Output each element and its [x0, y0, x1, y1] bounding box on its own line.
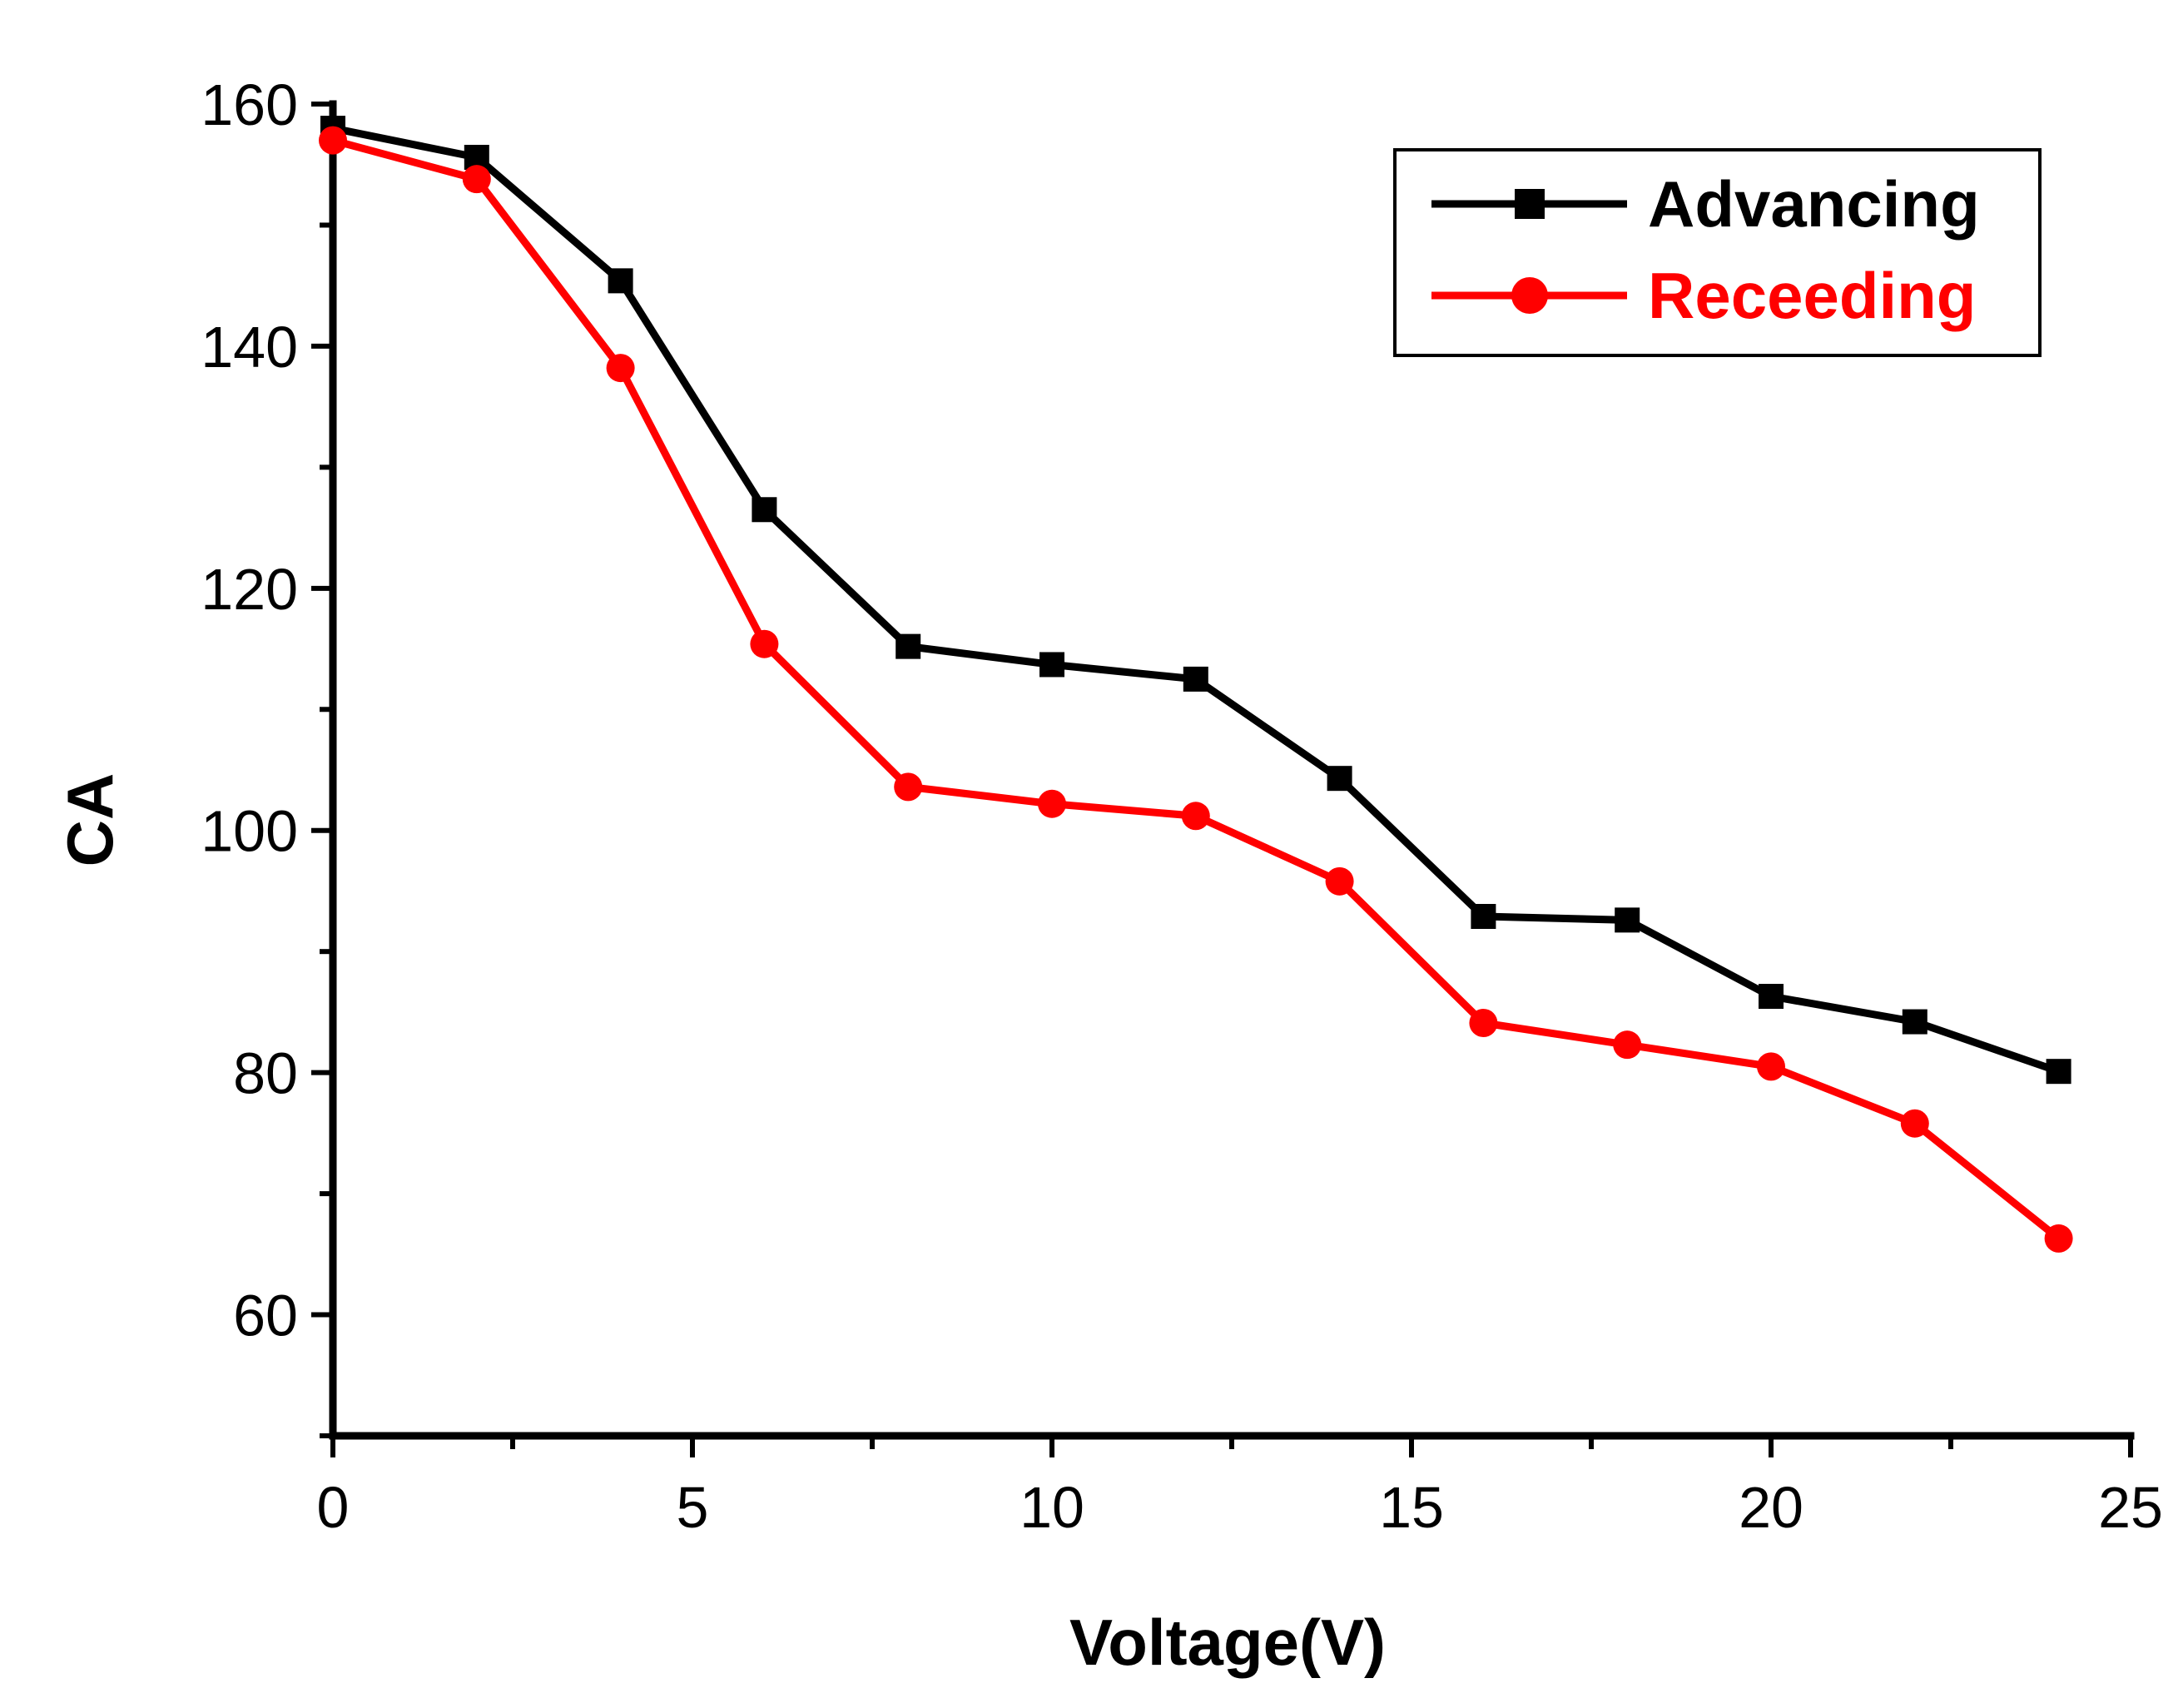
legend-marker-receeding — [1511, 277, 1548, 314]
legend-label-advancing: Advancing — [1648, 167, 1980, 241]
data-point-receeding — [1181, 802, 1210, 831]
data-point-advancing — [2046, 1059, 2071, 1085]
data-point-receeding — [1469, 1009, 1498, 1037]
data-point-advancing — [608, 268, 633, 294]
x-axis-ticks: 0 5 10 15 20 25 — [317, 1436, 2163, 1540]
data-point-receeding — [606, 354, 635, 383]
y-axis-title: CA — [53, 773, 127, 867]
x-tick-label: 25 — [2098, 1475, 2163, 1540]
legend: Advancing Receeding — [1393, 148, 2042, 357]
y-tick-label: 160 — [201, 72, 298, 137]
data-point-advancing — [1902, 1009, 1927, 1035]
x-tick-label: 15 — [1379, 1475, 1444, 1540]
x-tick-label: 20 — [1739, 1475, 1803, 1540]
y-tick-label: 60 — [233, 1283, 298, 1348]
data-point-receeding — [1038, 789, 1066, 818]
data-point-receeding — [1325, 866, 1354, 896]
legend-item-advancing: Advancing — [1431, 167, 1980, 241]
y-tick-label: 120 — [201, 557, 298, 622]
data-point-receeding — [462, 165, 491, 194]
y-tick-label: 140 — [201, 315, 298, 380]
data-point-receeding — [750, 629, 779, 658]
data-point-receeding — [1900, 1109, 1929, 1138]
data-point-receeding — [1757, 1052, 1785, 1081]
data-point-advancing — [1039, 652, 1064, 678]
legend-item-receeding: Receeding — [1431, 259, 1976, 332]
x-tick-label: 0 — [317, 1475, 350, 1540]
data-point-receeding — [2044, 1224, 2073, 1253]
x-tick-label: 5 — [677, 1475, 709, 1540]
series-layer — [319, 116, 2073, 1253]
legend-box — [1393, 148, 2042, 357]
data-point-receeding — [319, 126, 347, 155]
data-point-advancing — [1183, 666, 1208, 692]
data-point-advancing — [752, 497, 777, 523]
legend-marker-advancing — [1515, 189, 1545, 219]
x-tick-label: 10 — [1020, 1475, 1084, 1540]
y-tick-label: 100 — [201, 799, 298, 864]
data-point-advancing — [1759, 984, 1784, 1009]
series-receeding — [319, 126, 2073, 1253]
x-axis-title: Voltage(V) — [1069, 1606, 1386, 1679]
data-point-advancing — [1471, 904, 1496, 929]
legend-items: Advancing Receeding — [1431, 167, 1980, 332]
data-point-receeding — [1613, 1030, 1642, 1060]
data-point-advancing — [1615, 907, 1640, 933]
legend-label-receeding: Receeding — [1648, 259, 1976, 332]
data-point-advancing — [1327, 766, 1352, 792]
series-advancing — [320, 116, 2071, 1085]
y-tick-label: 80 — [233, 1041, 298, 1106]
data-point-advancing — [896, 633, 921, 659]
y-axis-ticks: 60 80 100 120 140 160 — [201, 72, 333, 1438]
data-point-receeding — [894, 772, 923, 802]
